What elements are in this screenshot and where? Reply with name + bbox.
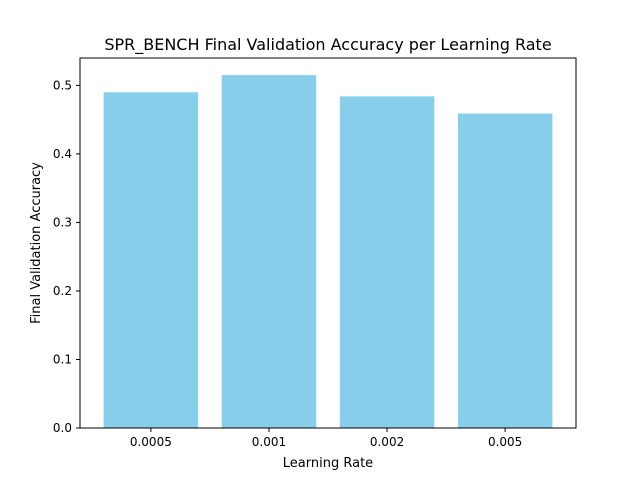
bar-0.001 <box>221 75 317 428</box>
y-tick-label: 0.4 <box>53 147 72 161</box>
y-tick-label: 0.3 <box>53 215 72 229</box>
plot-area-frame <box>79 57 577 429</box>
x-tick-label: 0.001 <box>252 435 286 449</box>
y-axis-label: Final Validation Accuracy <box>29 162 44 324</box>
y-axis-ticks: 0.0 0.1 0.2 0.3 0.4 0.5 <box>53 78 80 435</box>
x-axis-ticks: 0.0005 0.001 0.002 0.005 <box>130 428 522 449</box>
y-tick-label: 0.0 <box>53 421 72 435</box>
bar-0.0005 <box>103 92 199 428</box>
bars-group <box>103 75 553 429</box>
x-tick-label: 0.005 <box>488 435 522 449</box>
chart-title: SPR_BENCH Final Validation Accuracy per … <box>104 35 551 55</box>
y-tick-label: 0.2 <box>53 284 72 298</box>
x-axis-label: Learning Rate <box>283 456 373 471</box>
bar-0.002 <box>339 96 435 429</box>
bar-0.005 <box>457 113 553 428</box>
y-tick-label: 0.1 <box>53 352 72 366</box>
x-tick-label: 0.0005 <box>130 435 172 449</box>
y-tick-label: 0.5 <box>53 78 72 92</box>
x-tick-label: 0.002 <box>370 435 404 449</box>
